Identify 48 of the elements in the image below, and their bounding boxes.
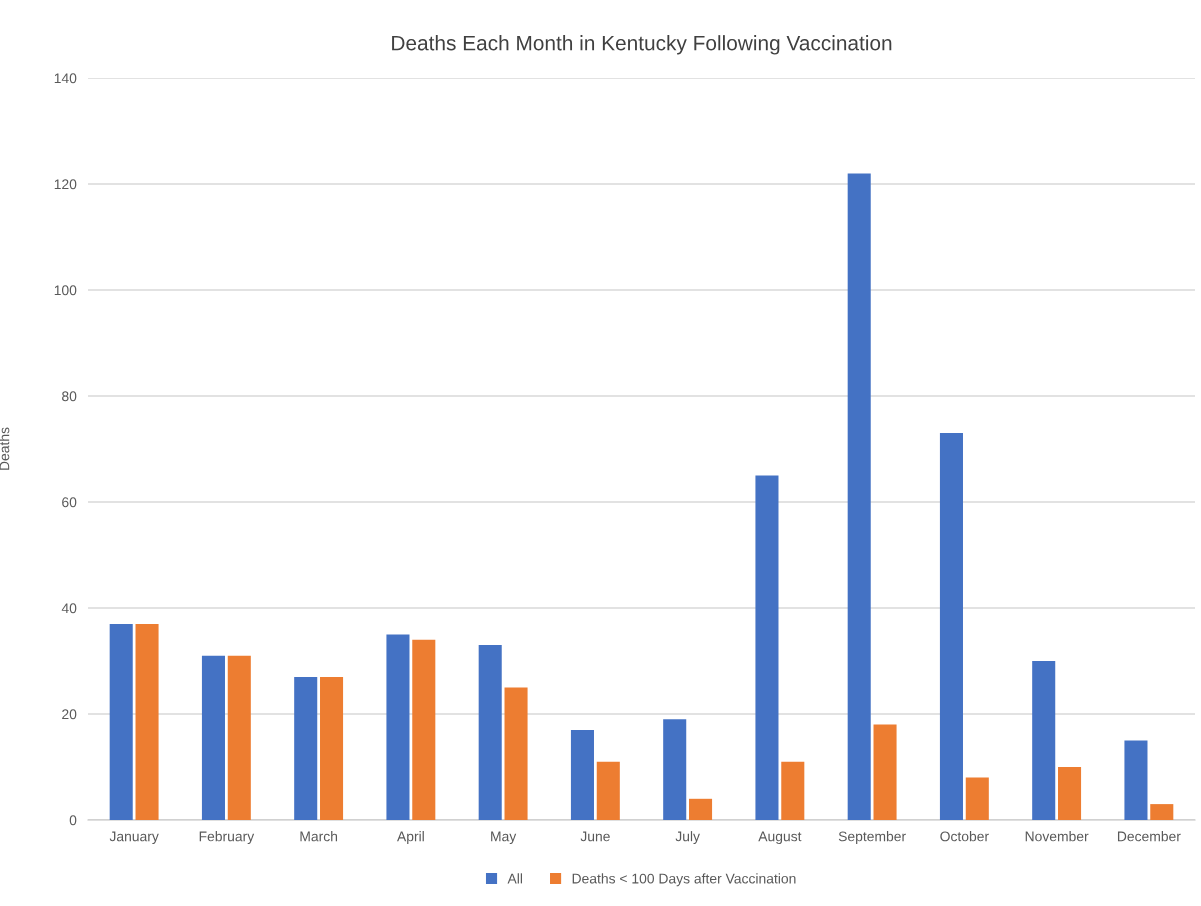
- x-tick-label: September: [838, 831, 906, 845]
- x-tick-label: March: [300, 831, 338, 842]
- y-tick-label: 40: [61, 603, 77, 614]
- y-tick-label: 120: [54, 179, 77, 190]
- bar: [1124, 740, 1148, 820]
- x-tick-label: January: [109, 831, 159, 845]
- bar: [478, 645, 502, 820]
- x-tick-label: July: [675, 831, 700, 845]
- bar: [570, 729, 594, 820]
- bar: [109, 623, 133, 820]
- bar: [294, 676, 318, 820]
- x-tick-label: April: [397, 831, 424, 845]
- y-tick-label: 140: [54, 73, 77, 84]
- y-axis-title: Deaths: [0, 427, 10, 470]
- bar: [873, 724, 897, 820]
- bar: [201, 655, 225, 820]
- y-tick-label: 100: [54, 285, 77, 296]
- bar: [1032, 661, 1056, 820]
- y-tick-label: 0: [69, 815, 77, 826]
- bar: [847, 173, 871, 820]
- y-tick-label: 80: [62, 391, 77, 402]
- x-tick-label: December: [1117, 831, 1181, 842]
- x-tick-label: February: [199, 831, 255, 845]
- bar: [965, 777, 989, 820]
- bar: [596, 761, 620, 820]
- legend-label: Deaths < 100 Days after Vaccination: [572, 873, 796, 887]
- bar: [412, 639, 436, 820]
- legend-label: All: [507, 873, 523, 884]
- bar: [227, 655, 251, 820]
- bar: [755, 475, 779, 820]
- bar: [1058, 767, 1082, 820]
- x-tick-label: October: [940, 831, 989, 842]
- x-tick-label: May: [491, 831, 517, 845]
- bar: [663, 719, 687, 820]
- x-tick-label: November: [1025, 831, 1089, 842]
- bar: [504, 687, 528, 820]
- bar: [1150, 804, 1174, 820]
- x-tick-label: August: [758, 831, 802, 845]
- bar: [320, 676, 344, 820]
- bar: [939, 433, 963, 820]
- bar: [135, 623, 159, 820]
- x-tick-label: June: [580, 831, 610, 842]
- bar: [689, 798, 713, 820]
- y-tick-label: 60: [62, 497, 77, 508]
- bar: [386, 634, 410, 820]
- y-tick-label: 20: [62, 709, 77, 720]
- bar: [781, 761, 805, 820]
- chart-title: Deaths Each Month in Kentucky Following Vaccination: [392, 35, 892, 55]
